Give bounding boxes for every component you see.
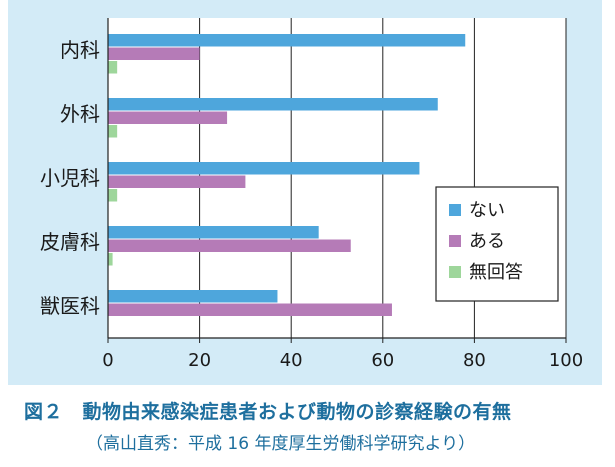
- legend-label-2: ある: [469, 231, 505, 252]
- chart-panel: 内科外科小児科皮膚科獣医科 0 20 40 60 80 100 ないある無回答: [8, 0, 602, 385]
- bar-1-4: [108, 226, 319, 239]
- legend-label-3: 無回答: [469, 262, 523, 283]
- x-tick-label-5: 100: [549, 350, 583, 371]
- bar-1-2: [108, 98, 438, 111]
- figure-caption-title: 図２ 動物由来感染症患者および動物の診察経験の有無: [24, 401, 512, 423]
- bar-1-1: [108, 34, 466, 47]
- x-tick-label-3: 60: [371, 350, 394, 371]
- legend-swatch-1: [449, 204, 461, 216]
- bar-2-2: [108, 111, 228, 124]
- category-label-1: 内科: [60, 38, 100, 62]
- bar-2-5: [108, 303, 392, 316]
- bar-3-1: [108, 61, 118, 74]
- legend-swatch-3: [449, 266, 461, 278]
- category-label-2: 外科: [60, 102, 100, 126]
- bar-3-2: [108, 125, 118, 138]
- category-label-4: 皮膚科: [40, 230, 100, 254]
- x-tick-label-1: 20: [188, 350, 211, 371]
- bar-2-3: [108, 175, 246, 188]
- x-tick-label-0: 0: [102, 350, 113, 371]
- bar-2-4: [108, 239, 351, 252]
- x-tick-label-2: 40: [280, 350, 303, 371]
- bar-3-3: [108, 189, 118, 202]
- bar-2-1: [108, 47, 200, 60]
- legend-label-1: ない: [469, 200, 505, 221]
- figure-caption-source: （高山直秀：平成 16 年度厚生労働科学研究より）: [86, 434, 476, 454]
- category-label-3: 小児科: [40, 166, 100, 190]
- x-tick-label-4: 80: [463, 350, 486, 371]
- bar-1-5: [108, 290, 278, 303]
- category-label-5: 獣医科: [40, 294, 100, 318]
- bar-3-4: [108, 253, 113, 266]
- legend-swatch-2: [449, 235, 461, 247]
- bar-1-3: [108, 162, 420, 175]
